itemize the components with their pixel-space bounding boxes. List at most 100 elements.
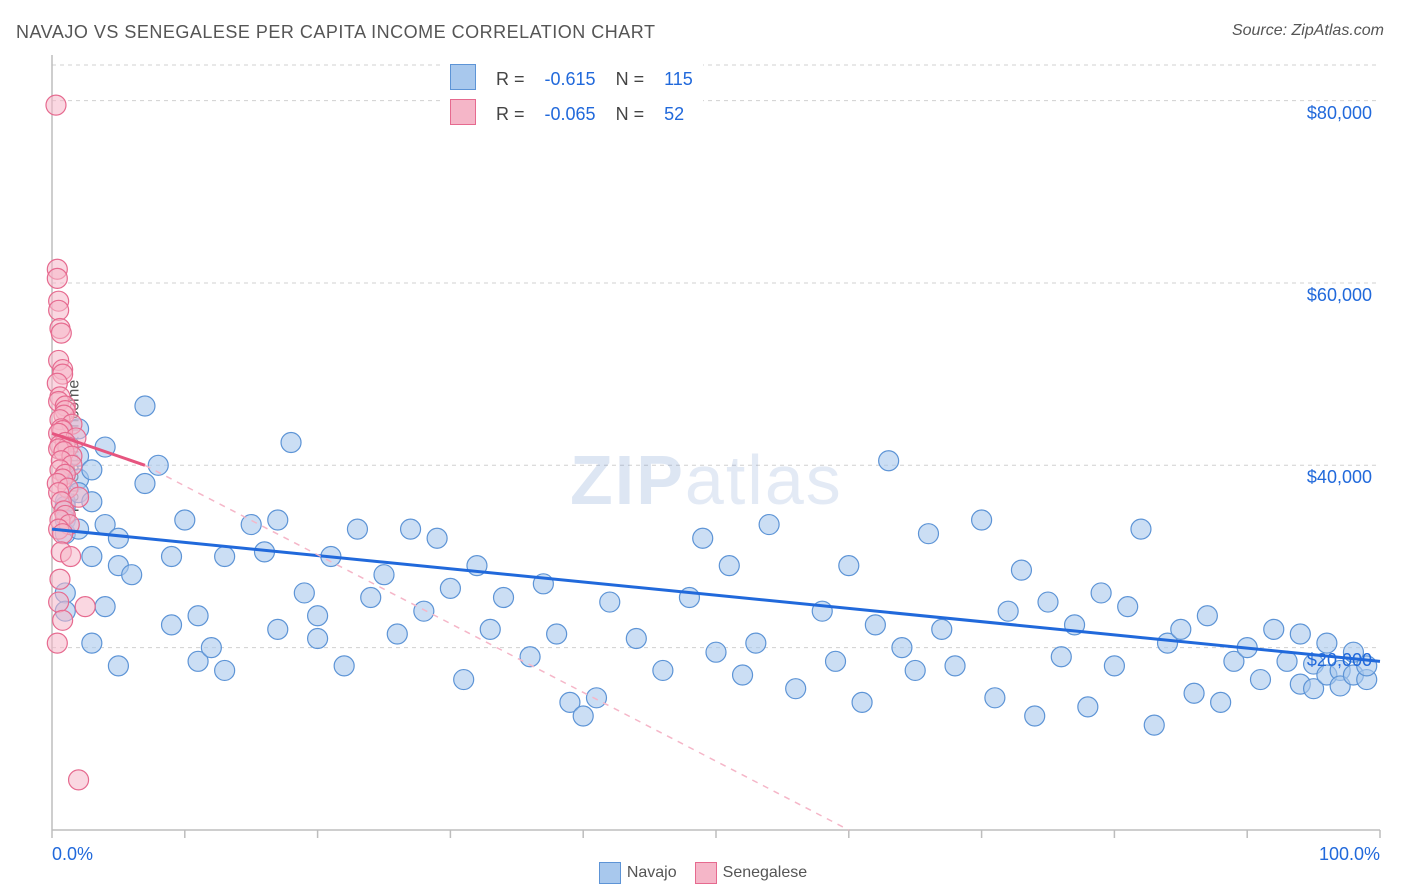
senegalese-point [75,597,95,617]
navajo-point [520,647,540,667]
navajo-point [440,578,460,598]
navajo-point [1078,697,1098,717]
legend-swatch [599,862,621,884]
y-tick-label: $60,000 [1307,285,1372,306]
navajo-point [268,510,288,530]
chart-svg [0,0,1406,892]
navajo-point [215,660,235,680]
navajo-point [905,660,925,680]
navajo-point [308,606,328,626]
navajo-point [454,670,474,690]
navajo-point [188,606,208,626]
navajo-point [932,619,952,639]
navajo-point [985,688,1005,708]
navajo-point [626,629,646,649]
navajo-point [706,642,726,662]
navajo-point [1197,606,1217,626]
senegalese-point [47,268,67,288]
navajo-point [1211,692,1231,712]
navajo-point [653,660,673,680]
navajo-point [972,510,992,530]
navajo-point [693,528,713,548]
navajo-point [759,515,779,535]
legend-label: Senegalese [723,864,808,881]
navajo-point [998,601,1018,621]
navajo-point [547,624,567,644]
navajo-point [494,588,514,608]
navajo-point [746,633,766,653]
navajo-point [334,656,354,676]
navajo-point [1118,597,1138,617]
navajo-point [1184,683,1204,703]
legend-row: R =-0.065N =52 [440,97,703,132]
navajo-point [108,656,128,676]
navajo-point [1104,656,1124,676]
senegalese-point [51,323,71,343]
navajo-point [1051,647,1071,667]
senegalese-point [47,633,67,653]
series-legend-item: Navajo [599,862,677,884]
navajo-point [786,679,806,699]
navajo-point [162,615,182,635]
senegalese-point [69,770,89,790]
chart-container: NAVAJO VS SENEGALESE PER CAPITA INCOME C… [0,0,1406,892]
senegalese-point [49,592,69,612]
navajo-point [347,519,367,539]
y-tick-label: $40,000 [1307,467,1372,488]
navajo-point [892,638,912,658]
navajo-point [865,615,885,635]
navajo-point [95,597,115,617]
navajo-point [945,656,965,676]
y-tick-label: $80,000 [1307,103,1372,124]
correlation-legend: R =-0.615N =115R =-0.065N =52 [440,62,703,132]
senegalese-point [46,95,66,115]
navajo-point [1264,619,1284,639]
navajo-point [308,629,328,649]
navajo-point [215,546,235,566]
navajo-point [1250,670,1270,690]
x-tick-label: 100.0% [1319,844,1380,865]
navajo-point [918,524,938,544]
navajo-point [82,460,102,480]
series-legend: Navajo Senegalese [0,862,1406,884]
navajo-point [719,556,739,576]
navajo-point [1131,519,1151,539]
legend-label: Navajo [627,864,677,881]
r-value: -0.065 [535,97,606,132]
navajo-point [175,510,195,530]
navajo-point [268,619,288,639]
navajo-point [82,546,102,566]
legend-swatch [695,862,717,884]
navajo-point [414,601,434,621]
legend-swatch [450,64,476,90]
navajo-point [135,396,155,416]
n-label: N = [606,97,655,132]
navajo-point [162,546,182,566]
navajo-point [122,565,142,585]
senegalese-point [49,300,69,320]
navajo-trendline [52,529,1380,661]
x-tick-label: 0.0% [52,844,93,865]
navajo-point [586,688,606,708]
r-label: R = [486,62,535,97]
navajo-point [839,556,859,576]
navajo-point [826,651,846,671]
r-value: -0.615 [535,62,606,97]
navajo-point [108,528,128,548]
senegalese-point [53,524,73,544]
navajo-point [1038,592,1058,612]
navajo-point [1091,583,1111,603]
senegalese-point [53,610,73,630]
n-value: 52 [654,97,703,132]
navajo-point [201,638,221,658]
navajo-point [1171,619,1191,639]
navajo-point [573,706,593,726]
senegalese-point [61,546,81,566]
navajo-point [852,692,872,712]
navajo-point [1025,706,1045,726]
navajo-point [387,624,407,644]
navajo-point [1290,624,1310,644]
r-label: R = [486,97,535,132]
navajo-point [1277,651,1297,671]
navajo-point [1011,560,1031,580]
